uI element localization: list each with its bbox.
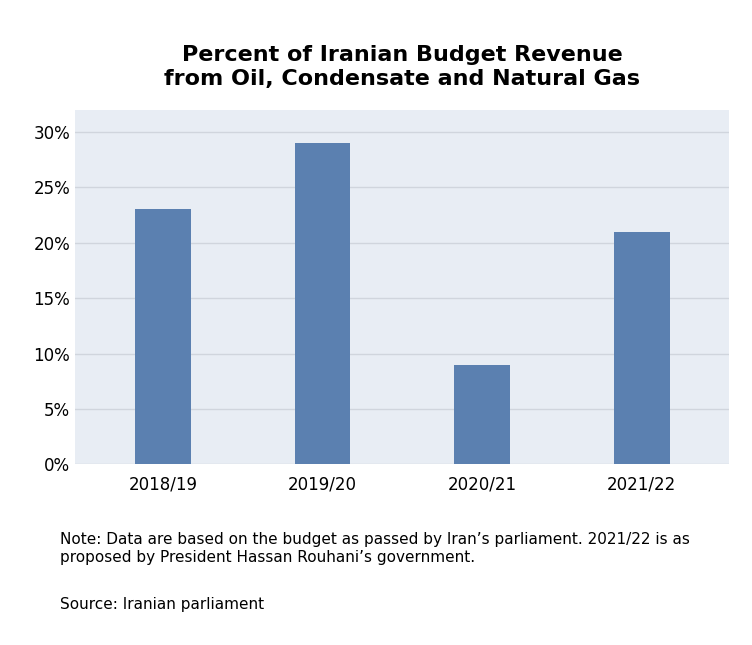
Bar — [135, 210, 191, 464]
Bar — [454, 364, 510, 464]
Text: Source: Iranian parliament: Source: Iranian parliament — [60, 597, 264, 611]
Text: Note: Data are based on the budget as passed by Iran’s parliament. 2021/22 is as: Note: Data are based on the budget as pa… — [60, 532, 690, 564]
Bar — [614, 232, 669, 464]
Bar — [295, 143, 350, 464]
Title: Percent of Iranian Budget Revenue
from Oil, Condensate and Natural Gas: Percent of Iranian Budget Revenue from O… — [165, 45, 640, 88]
